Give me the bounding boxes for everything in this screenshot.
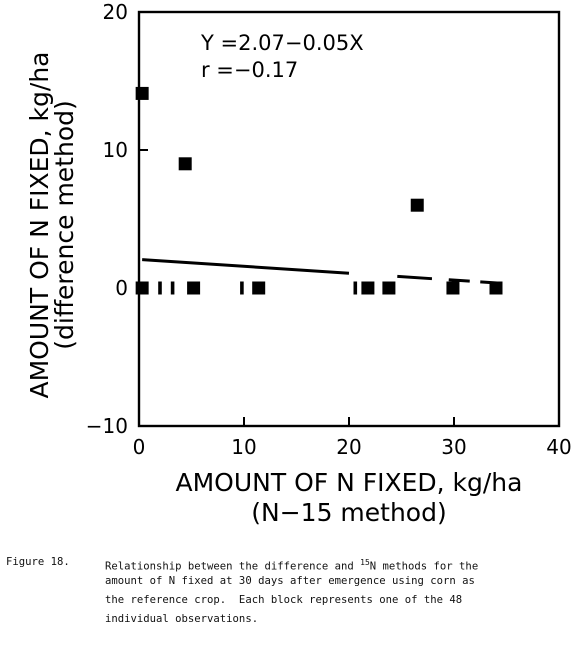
data-point bbox=[382, 281, 396, 295]
y-axis-label: AMOUNT OF N FIXED, kg/ha bbox=[25, 52, 54, 399]
regression-segment bbox=[480, 280, 500, 285]
x-axis-sublabel: (N−15 method) bbox=[251, 498, 446, 527]
data-point bbox=[410, 198, 424, 212]
correlation-coefficient: r =−0.17 bbox=[201, 58, 298, 82]
caption-superscript: 15 bbox=[360, 558, 370, 567]
x-tick-label: 10 bbox=[231, 435, 256, 459]
data-point-narrow bbox=[158, 281, 162, 295]
regression-line bbox=[142, 258, 500, 285]
data-points bbox=[135, 86, 503, 295]
data-point-narrow bbox=[170, 281, 175, 295]
caption-line-1-text: Relationship between the difference and bbox=[105, 560, 361, 573]
y-tick-label: 10 bbox=[103, 138, 128, 162]
data-point bbox=[252, 281, 266, 295]
caption-line-1-tail: N methods for the bbox=[369, 560, 479, 573]
data-point bbox=[178, 157, 192, 171]
x-tick-label: 40 bbox=[546, 435, 571, 459]
data-point bbox=[361, 281, 375, 295]
data-point-narrow bbox=[353, 281, 358, 295]
axis-ticks bbox=[138, 11, 560, 427]
caption-line-1: Relationship between the difference and … bbox=[105, 553, 478, 577]
caption-line-4: individual observations. bbox=[105, 613, 259, 625]
data-point bbox=[135, 86, 149, 100]
data-point bbox=[446, 281, 460, 295]
data-point bbox=[135, 281, 149, 295]
x-axis-label: AMOUNT OF N FIXED, kg/ha bbox=[176, 468, 523, 497]
regression-segment bbox=[397, 274, 433, 281]
caption-label: Figure 18. bbox=[6, 556, 70, 568]
x-tick-label: 30 bbox=[441, 435, 466, 459]
x-tick-label: 20 bbox=[336, 435, 361, 459]
regression-equation: Y =2.07−0.05X bbox=[200, 31, 364, 55]
y-tick-label: 20 bbox=[103, 0, 128, 24]
regression-segment bbox=[448, 278, 470, 283]
data-point bbox=[489, 281, 503, 295]
caption-line-2: amount of N fixed at 30 days after emerg… bbox=[105, 575, 475, 587]
data-point bbox=[187, 281, 201, 295]
y-tick-label: 0 bbox=[115, 276, 128, 300]
caption-line-3: the reference crop. Each block represent… bbox=[105, 594, 463, 606]
x-tick-label: 0 bbox=[133, 435, 146, 459]
y-tick-label: −10 bbox=[86, 414, 128, 438]
regression-segment bbox=[142, 258, 350, 275]
y-axis-sublabel: (difference method) bbox=[50, 100, 79, 350]
data-point-narrow bbox=[240, 281, 244, 295]
